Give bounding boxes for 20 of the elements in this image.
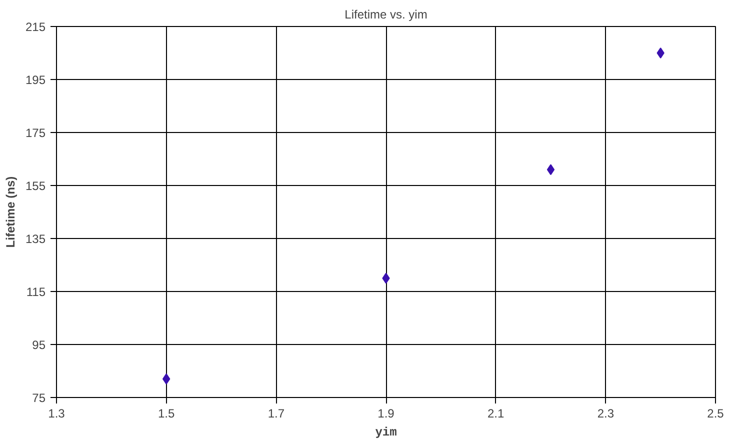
x-tick-label: 2.3 <box>597 406 614 420</box>
x-tick-label: 1.9 <box>378 406 395 420</box>
y-tick-label: 95 <box>32 338 46 352</box>
y-axis-title: Lifetime (ns) <box>3 176 18 248</box>
y-tick-label: 115 <box>26 285 46 299</box>
y-tick-label: 135 <box>25 232 46 246</box>
y-tick-label: 155 <box>25 179 46 193</box>
y-tick-label: 75 <box>32 391 46 405</box>
point <box>656 48 664 58</box>
x-tick-label: 1.7 <box>268 406 285 420</box>
x-axis-title: yim <box>375 426 397 440</box>
x-tick-label: 2.1 <box>487 406 504 420</box>
x-tick-label: 1.5 <box>158 406 175 420</box>
y-tick-label: 195 <box>25 73 46 87</box>
chart-title: Lifetime vs. yim <box>344 8 428 22</box>
point <box>546 164 555 176</box>
x-tick-label: 2.5 <box>707 406 724 420</box>
x-tick-label: 1.3 <box>48 406 66 420</box>
y-tick-label: 215 <box>25 20 46 34</box>
y-tick-label: 175 <box>25 126 46 140</box>
